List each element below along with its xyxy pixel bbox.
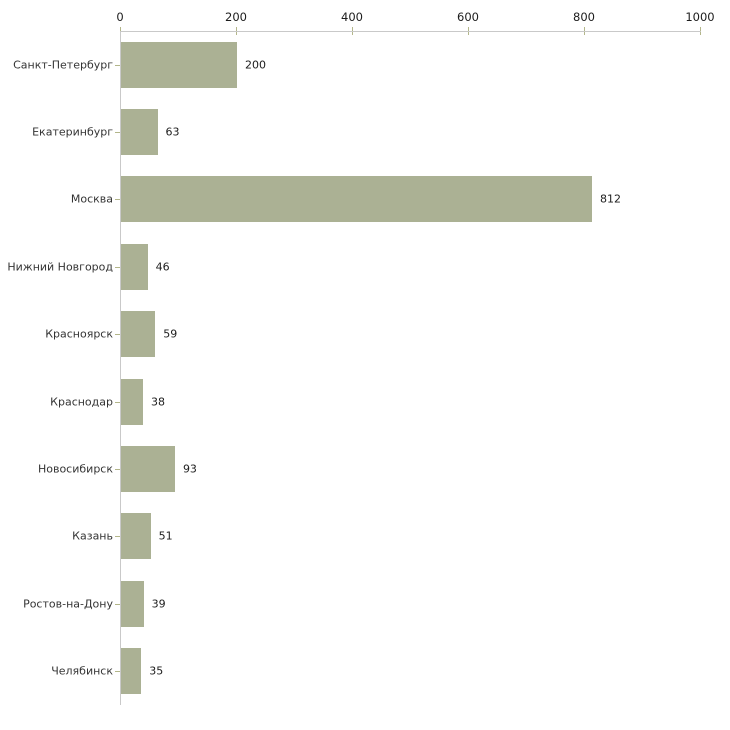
y-axis-tick: [115, 132, 120, 134]
bar-row: Москва 812: [0, 166, 730, 233]
category-label: Красноярск: [45, 327, 113, 341]
bar-row: Казань 51: [0, 503, 730, 570]
category-label: Челябинск: [51, 664, 113, 678]
value-label: 63: [165, 125, 180, 139]
value-label: 46: [155, 260, 170, 274]
category-label: Новосибирск: [37, 462, 113, 476]
x-axis-line: [120, 31, 701, 32]
x-axis-tick-label: 400: [341, 10, 363, 24]
bar: [121, 378, 144, 425]
y-axis-tick: [115, 603, 120, 605]
bar-row: Краснодар 38: [0, 368, 730, 435]
bar: [121, 580, 144, 627]
y-axis-tick: [115, 199, 120, 201]
y-axis-tick: [115, 334, 120, 336]
value-label: 812: [599, 192, 621, 206]
bar-row: Ростов-на-Дону 39: [0, 570, 730, 637]
category-label: Москва: [70, 192, 113, 206]
x-axis-tick-label: 600: [457, 10, 479, 24]
bar-row: Нижний Новгород 46: [0, 233, 730, 300]
value-label: 200: [245, 58, 266, 72]
x-axis-tick-label: 200: [225, 10, 247, 24]
y-axis-line: [120, 31, 121, 705]
bar: [121, 41, 237, 88]
bar: [121, 513, 151, 560]
y-axis-tick: [115, 266, 120, 268]
bar-row: Новосибирск 93: [0, 435, 730, 502]
x-axis-tick-label: 800: [573, 10, 595, 24]
category-label: Ростов-на-Дону: [23, 597, 113, 611]
value-label: 51: [158, 529, 173, 543]
category-label: Екатеринбург: [32, 125, 113, 139]
plot-area: Санкт-Петербург 200 Екатеринбург 63 Москва 81…: [0, 31, 730, 705]
y-axis-tick: [115, 401, 120, 403]
bar-row: Челябинск 35: [0, 638, 730, 705]
y-axis-tick: [115, 536, 120, 538]
bar-row: Красноярск 59: [0, 301, 730, 368]
value-label: 59: [163, 327, 178, 341]
bar: [121, 648, 142, 695]
category-label: Нижний Новгород: [7, 260, 113, 274]
value-label: 39: [151, 597, 166, 611]
value-label: 93: [182, 462, 197, 476]
x-axis: 0 200 400 600 800 1000: [116, 0, 715, 40]
bar-row: Санкт-Петербург 200: [0, 31, 730, 98]
x-axis-tick-label: 0: [116, 10, 124, 24]
value-label: 38: [151, 395, 166, 409]
bar: [121, 243, 148, 290]
category-label: Санкт-Петербург: [13, 58, 113, 72]
x-axis-tick-label: 1000: [685, 10, 715, 24]
y-axis-tick: [115, 469, 120, 471]
bar: [121, 446, 175, 493]
value-label: 35: [149, 664, 164, 678]
bar: [121, 311, 156, 358]
bar: [121, 176, 592, 223]
y-axis-tick: [115, 671, 120, 673]
bar: [121, 109, 158, 156]
bar-row: Екатеринбург 63: [0, 98, 730, 165]
y-axis-tick: [115, 64, 120, 66]
category-label: Казань: [72, 529, 113, 543]
category-label: Краснодар: [50, 395, 113, 409]
